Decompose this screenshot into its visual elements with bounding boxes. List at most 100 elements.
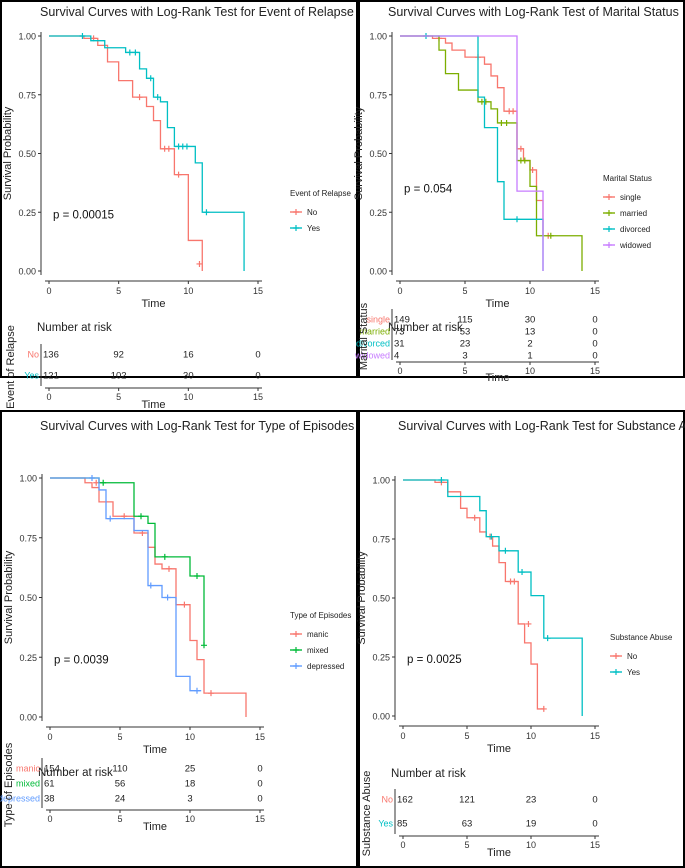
y-tick-label: 0.75 — [372, 535, 390, 545]
censor-mark — [510, 108, 517, 115]
y-tick-label: 0.50 — [18, 149, 36, 159]
censor-mark — [194, 687, 200, 694]
risk-x-tick-label: 0 — [400, 840, 405, 850]
risk-value: 162 — [397, 795, 413, 806]
panel-frame-episodes — [0, 410, 358, 868]
censor-mark — [164, 594, 171, 601]
risk-row-label: widowed — [354, 351, 390, 361]
risk-x-tick-label: 5 — [462, 366, 467, 376]
legend-label-Yes: Yes — [627, 668, 640, 677]
x-tick-label: 5 — [462, 286, 467, 296]
censor-mark — [107, 515, 114, 522]
risk-value: 121 — [459, 795, 475, 806]
y-tick-label: 0.25 — [369, 208, 387, 218]
risk-value: 61 — [44, 779, 55, 790]
censor-mark — [138, 513, 144, 520]
risk-value: 85 — [397, 819, 408, 830]
censor-mark — [126, 49, 133, 56]
risk-value: 0 — [257, 779, 262, 790]
risk-value: 0 — [592, 315, 597, 326]
risk-value: 0 — [592, 339, 597, 350]
censor-mark — [488, 533, 495, 540]
chart-title: Survival Curves with Log-Rank Test of Ma… — [388, 5, 679, 19]
y-axis-label: Survival Probability — [353, 106, 365, 200]
risk-value: 38 — [44, 794, 55, 805]
risk-value: 63 — [462, 819, 473, 830]
curve-Yes — [49, 35, 245, 271]
risk-x-tick-label: 10 — [525, 366, 535, 376]
censor-mark — [183, 143, 190, 150]
legend-key-censor — [606, 210, 612, 216]
x-axis-label: Time — [487, 743, 511, 755]
y-tick-label: 1.00 — [19, 474, 37, 484]
risk-value: 23 — [460, 339, 471, 350]
risk-value: 136 — [43, 350, 59, 361]
chart-title: Survival Curves with Log-Rank Test for E… — [40, 5, 354, 19]
x-tick-label: 15 — [590, 731, 600, 741]
risk-x-tick-label: 10 — [185, 814, 195, 824]
risk-row-label: depressed — [0, 794, 40, 804]
legend-key-censor — [293, 209, 299, 215]
legend-label-divorced: divorced — [620, 225, 650, 234]
risk-value: 56 — [115, 779, 126, 790]
legend-key-censor — [293, 663, 299, 669]
risk-value: 30 — [525, 315, 536, 326]
legend-key-censor — [613, 669, 619, 675]
legend-key-censor — [293, 647, 299, 653]
legend-label-married: married — [620, 209, 647, 218]
curve-married — [400, 35, 583, 271]
x-tick-label: 15 — [253, 286, 263, 296]
y-axis-label: Survival Probability — [2, 106, 14, 200]
risk-value: 0 — [255, 371, 260, 382]
y-axis-label: Survival Probability — [3, 550, 15, 644]
x-tick-label: 0 — [47, 732, 52, 742]
legend-key-censor — [293, 631, 299, 637]
censor-mark — [514, 216, 520, 223]
censor-mark — [93, 479, 100, 486]
risk-value: 18 — [185, 779, 196, 790]
censor-mark — [498, 119, 505, 126]
censor-mark — [511, 578, 518, 585]
risk-x-tick-label: 10 — [526, 840, 536, 850]
legend-title: Type of Episodes — [290, 611, 351, 620]
y-tick-label: 0.50 — [19, 593, 37, 603]
risk-x-tick-label: 15 — [253, 392, 263, 402]
risk-row-label: single — [366, 315, 390, 325]
risk-value: 53 — [460, 327, 471, 338]
curve-No — [49, 35, 203, 271]
censor-mark — [194, 572, 200, 579]
risk-row-label: No — [27, 350, 39, 360]
legend-label-single: single — [620, 193, 641, 202]
legend-title: Marital Status — [603, 174, 652, 183]
p-value: p = 0.00015 — [53, 209, 114, 221]
curve-single — [400, 35, 544, 236]
risk-value: 24 — [115, 794, 126, 805]
x-tick-label: 15 — [590, 286, 600, 296]
censor-mark — [79, 33, 86, 39]
legend-label-widowed: widowed — [619, 241, 651, 250]
censor-mark — [517, 145, 524, 152]
legend-key-censor — [606, 194, 612, 200]
x-tick-label: 5 — [116, 286, 121, 296]
x-axis-label: Time — [141, 298, 165, 310]
risk-row-label: Yes — [24, 371, 39, 381]
risk-value: 16 — [183, 350, 194, 361]
censor-mark — [521, 157, 528, 164]
legend-label-No: No — [307, 208, 318, 217]
censor-mark — [147, 75, 154, 82]
legend-label-Yes: Yes — [307, 224, 320, 233]
risk-value: 2 — [527, 339, 532, 350]
chart-marital: Survival Curves with Log-Rank Test of Ma… — [353, 5, 679, 384]
risk-row-label: divorced — [356, 339, 390, 349]
risk-value: 92 — [113, 350, 124, 361]
risk-value: 0 — [592, 819, 597, 830]
censor-mark — [196, 260, 203, 267]
y-tick-label: 0.25 — [372, 653, 390, 663]
risk-table-title: Number at risk — [388, 322, 463, 334]
x-tick-label: 0 — [46, 286, 51, 296]
risk-x-tick-label: 10 — [183, 392, 193, 402]
censor-mark — [161, 553, 168, 560]
chart-title: Survival Curves with Log-Rank Test for S… — [398, 419, 685, 433]
censor-mark — [544, 635, 551, 642]
legend-key-censor — [613, 653, 619, 659]
